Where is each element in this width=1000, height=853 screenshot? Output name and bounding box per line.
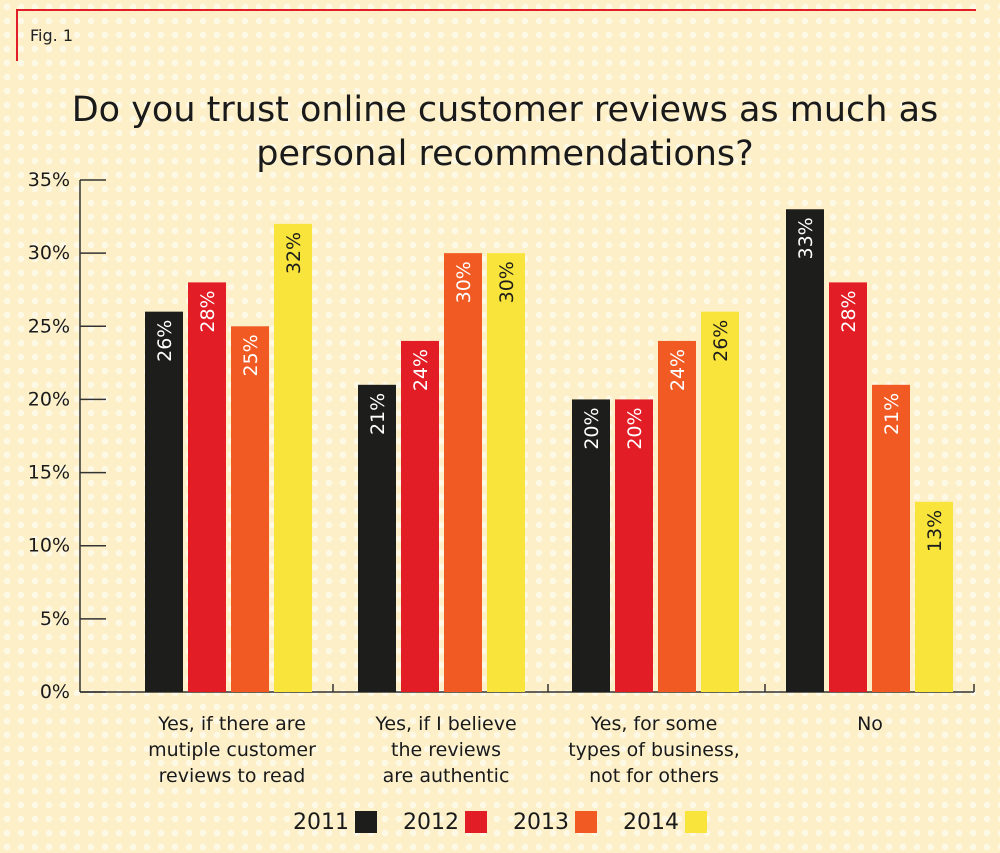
chart-legend: 2011 2012 2013 2014 bbox=[0, 806, 1000, 838]
legend-label: 2014 bbox=[623, 809, 679, 835]
bar-value-label: 30% bbox=[453, 261, 475, 303]
y-tick-label: 15% bbox=[28, 462, 70, 484]
legend-swatch bbox=[575, 811, 597, 833]
category-label: types of business, bbox=[568, 739, 740, 761]
y-tick-label: 0% bbox=[40, 681, 70, 703]
bar-value-label: 20% bbox=[624, 407, 646, 449]
bar bbox=[915, 501, 953, 692]
bar-value-label: 21% bbox=[881, 393, 903, 435]
bar bbox=[658, 340, 696, 692]
category-label: are authentic bbox=[383, 765, 510, 787]
y-tick-label: 10% bbox=[28, 535, 70, 557]
bar-value-label: 21% bbox=[367, 393, 389, 435]
bar bbox=[872, 384, 910, 692]
bar-value-label: 26% bbox=[154, 320, 176, 362]
chart-title: Do you trust online customer reviews as … bbox=[71, 90, 939, 174]
category-label: Yes, if there are bbox=[157, 713, 306, 735]
frame-line-top bbox=[16, 9, 976, 11]
legend-item-2014: 2014 bbox=[623, 810, 707, 835]
legend-item-2011: 2011 bbox=[293, 810, 377, 835]
bar-value-label: 28% bbox=[197, 290, 219, 332]
bar bbox=[572, 399, 610, 692]
bar bbox=[231, 326, 269, 692]
legend-label: 2013 bbox=[513, 809, 569, 835]
bar bbox=[701, 311, 739, 692]
bar-value-label: 28% bbox=[838, 290, 860, 332]
bar-value-label: 26% bbox=[710, 320, 732, 362]
bar-value-label: 30% bbox=[496, 261, 518, 303]
legend-swatch bbox=[355, 811, 377, 833]
category-label: reviews to read bbox=[159, 765, 306, 787]
bar bbox=[829, 282, 867, 692]
bar-value-label: 24% bbox=[667, 349, 689, 391]
bar bbox=[487, 253, 525, 692]
bar-value-label: 20% bbox=[581, 407, 603, 449]
legend-item-2012: 2012 bbox=[403, 810, 487, 835]
frame-line-left bbox=[16, 9, 18, 61]
y-tick-label: 30% bbox=[28, 242, 70, 264]
y-tick-label: 20% bbox=[28, 388, 70, 410]
bar bbox=[145, 311, 183, 692]
bar-value-label: 25% bbox=[240, 334, 262, 376]
legend-swatch bbox=[465, 811, 487, 833]
y-tick-label: 5% bbox=[40, 608, 70, 630]
bar bbox=[274, 223, 312, 692]
legend-label: 2012 bbox=[403, 809, 459, 835]
category-label: the reviews bbox=[391, 739, 501, 761]
y-tick-label: 25% bbox=[28, 315, 70, 337]
category-label: mutiple customer bbox=[148, 739, 316, 761]
category-label: Yes, for some bbox=[590, 713, 718, 735]
bar-value-label: 32% bbox=[283, 232, 305, 274]
legend-item-2013: 2013 bbox=[513, 810, 597, 835]
bar bbox=[188, 282, 226, 692]
bar bbox=[401, 340, 439, 692]
category-label: not for others bbox=[589, 765, 719, 787]
bar bbox=[615, 399, 653, 692]
category-label: Yes, if I believe bbox=[374, 713, 516, 735]
bar bbox=[358, 384, 396, 692]
category-label: No bbox=[857, 713, 883, 735]
bar-value-label: 13% bbox=[924, 510, 946, 552]
bar bbox=[444, 253, 482, 692]
bar bbox=[786, 209, 824, 692]
bar-value-label: 33% bbox=[795, 217, 817, 259]
bar-value-label: 24% bbox=[410, 349, 432, 391]
legend-label: 2011 bbox=[293, 809, 349, 835]
y-tick-label: 35% bbox=[28, 169, 70, 191]
legend-swatch bbox=[685, 811, 707, 833]
figure-label: Fig. 1 bbox=[30, 26, 73, 45]
